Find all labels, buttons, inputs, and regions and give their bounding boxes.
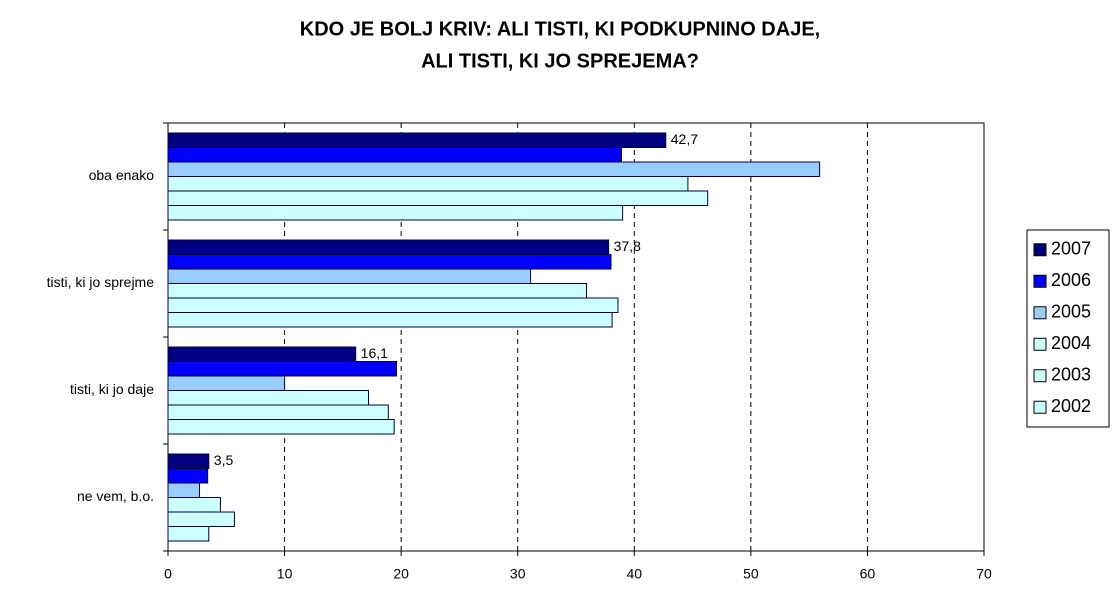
data-label: 3,5 [214, 452, 234, 468]
legend-label: 2007 [1051, 239, 1091, 259]
legend-box [1026, 229, 1110, 428]
x-tick-label: 10 [277, 566, 293, 582]
x-tick-label: 0 [164, 566, 172, 582]
x-tick-label: 50 [743, 566, 759, 582]
bar [167, 239, 610, 255]
bar [167, 297, 619, 313]
y-tick-label: ne vem, b.o. [77, 488, 154, 504]
x-tick-label: 30 [510, 566, 526, 582]
legend-swatch [1033, 274, 1047, 288]
bar [167, 497, 221, 513]
x-tick-label: 70 [976, 566, 992, 582]
bar [167, 361, 397, 377]
bar [167, 132, 667, 148]
bar [167, 312, 613, 328]
bar [167, 468, 209, 484]
data-label: 16,1 [361, 345, 388, 361]
bar [167, 147, 622, 163]
bar [167, 375, 286, 391]
bar [167, 283, 587, 299]
bar [167, 511, 235, 527]
y-tick-label: tisti, ki jo daje [70, 381, 154, 397]
legend-swatch [1033, 243, 1047, 257]
legend-swatch [1033, 369, 1047, 383]
chart-title: KDO JE BOLJ KRIV: ALI TISTI, KI PODKUPNI… [300, 18, 820, 40]
legend-label: 2006 [1051, 270, 1091, 290]
legend-swatch [1033, 306, 1047, 320]
bar [167, 161, 821, 177]
chart-title: ALI TISTI, KI JO SPREJEMA? [421, 50, 699, 72]
data-label: 37,8 [614, 238, 641, 254]
legend-swatch [1033, 400, 1047, 414]
x-tick-label: 20 [393, 566, 409, 582]
legend-label: 2002 [1051, 396, 1091, 416]
legend-swatch [1033, 337, 1047, 351]
legend-label: 2005 [1051, 302, 1091, 322]
y-tick-label: oba enako [89, 167, 155, 183]
bar [167, 419, 395, 435]
bar [167, 205, 624, 221]
bar [167, 254, 612, 270]
bar [167, 190, 709, 206]
bar [167, 404, 389, 420]
x-tick-label: 60 [860, 566, 876, 582]
data-label: 42,7 [671, 131, 698, 147]
bar [167, 268, 532, 284]
legend-label: 2004 [1051, 333, 1091, 353]
bar [167, 482, 200, 498]
bar [167, 526, 210, 542]
x-tick-label: 40 [626, 566, 642, 582]
bar [167, 453, 210, 469]
legend-label: 2003 [1051, 365, 1091, 385]
y-tick-label: tisti, ki jo sprejme [47, 274, 155, 290]
bar [167, 346, 357, 362]
bar [167, 176, 689, 192]
bar [167, 390, 370, 406]
